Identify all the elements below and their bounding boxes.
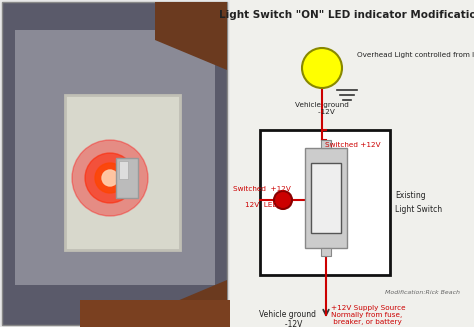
Circle shape: [72, 140, 148, 216]
Text: Modification:Rick Beach: Modification:Rick Beach: [385, 290, 460, 295]
Text: Switched +12V: Switched +12V: [325, 142, 381, 148]
Polygon shape: [120, 280, 227, 325]
Bar: [260, 130, 390, 275]
Bar: [65, 95, 180, 250]
Text: Light Switch "ON" LED indicator Modification: Light Switch "ON" LED indicator Modifica…: [219, 10, 474, 20]
Bar: [119, 161, 128, 179]
Bar: [230, 0, 474, 327]
Bar: [321, 248, 331, 256]
Text: Light Switch: Light Switch: [395, 205, 442, 215]
Text: Overhead Light controlled from light switch: Overhead Light controlled from light swi…: [357, 52, 474, 58]
Bar: [80, 300, 230, 327]
Text: 12V  LED: 12V LED: [245, 202, 278, 208]
Text: Existing: Existing: [395, 191, 426, 199]
Polygon shape: [155, 2, 227, 70]
Bar: [305, 148, 347, 248]
Bar: [15, 30, 215, 285]
Bar: [2, 2, 227, 325]
Text: Vehicle ground
    -12V: Vehicle ground -12V: [295, 102, 349, 115]
Circle shape: [85, 153, 135, 203]
Text: +12V Supply Source
Normally from fuse,
 breaker, or battery: +12V Supply Source Normally from fuse, b…: [331, 305, 406, 325]
Bar: [311, 163, 341, 233]
Text: Vehicle ground
     -12V: Vehicle ground -12V: [259, 310, 316, 327]
Circle shape: [95, 163, 125, 193]
Circle shape: [274, 191, 292, 209]
Bar: [116, 158, 138, 198]
Circle shape: [102, 170, 118, 186]
Bar: [321, 140, 331, 148]
Text: Switched  +12V: Switched +12V: [233, 186, 291, 192]
Circle shape: [302, 48, 342, 88]
